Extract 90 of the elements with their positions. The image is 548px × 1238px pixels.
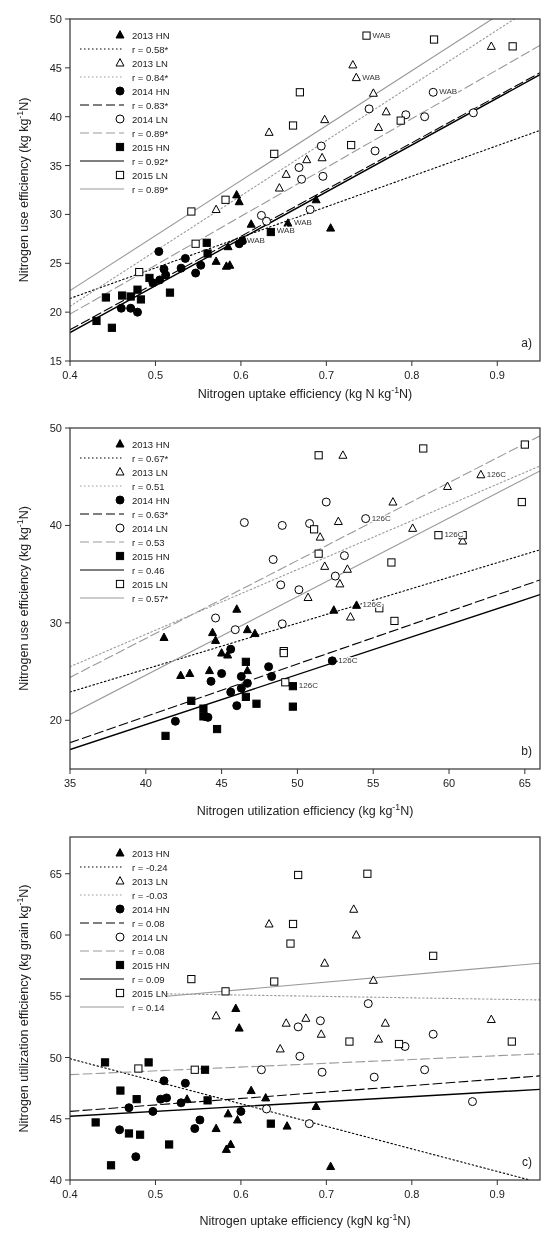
legend-label: 2015 LN bbox=[132, 987, 169, 999]
y-tick-label: 50 bbox=[49, 1051, 62, 1064]
y-tick-label: 60 bbox=[49, 929, 62, 941]
legend-label: 2015 LN bbox=[132, 169, 169, 181]
legend-label: r = 0.57* bbox=[132, 592, 169, 604]
legend-label: r = 0.51 bbox=[132, 480, 165, 492]
legend-label: 2013 LN bbox=[132, 466, 169, 478]
legend-label: 2014 HN bbox=[132, 903, 170, 915]
legend-label: 2013 LN bbox=[132, 875, 169, 887]
annotation: 126C bbox=[371, 513, 391, 523]
x-axis-title: Nitrogen uptake efficiency (kg N kg$^{-1}$N) bbox=[197, 385, 413, 401]
y-tick-label: 45 bbox=[49, 61, 62, 74]
y-tick-label: 20 bbox=[49, 306, 62, 319]
annotation: 126C bbox=[338, 655, 358, 665]
y-tick-label: 65 bbox=[49, 867, 62, 880]
legend-label: r = 0.84* bbox=[132, 71, 169, 83]
legend-label: 2015 HN bbox=[132, 550, 170, 562]
x-tick-label: 0.7 bbox=[318, 369, 335, 381]
x-tick-label: 45 bbox=[215, 777, 228, 789]
y-tick-label: 40 bbox=[49, 110, 62, 123]
x-tick-label: 0.5 bbox=[147, 369, 164, 381]
legend-label: 2013 HN bbox=[132, 438, 170, 450]
x-tick-label: 0.5 bbox=[147, 1188, 164, 1200]
x-tick-label: 0.8 bbox=[404, 369, 420, 381]
x-tick-label: 0.8 bbox=[404, 1188, 420, 1200]
x-tick-label: 0.6 bbox=[233, 369, 249, 381]
x-tick-label: 60 bbox=[442, 777, 456, 789]
annotation: WAB bbox=[246, 235, 265, 245]
x-tick-label: 40 bbox=[139, 777, 152, 789]
legend-label: r = 0.89* bbox=[132, 127, 169, 139]
x-tick-label: 35 bbox=[63, 777, 77, 789]
legend-label: r = 0.83* bbox=[132, 99, 169, 111]
annotation: 126C bbox=[486, 469, 507, 479]
legend-label: r = -0.24 bbox=[132, 861, 168, 873]
legend-label: r = 0.46 bbox=[132, 564, 165, 576]
y-tick-label: 25 bbox=[49, 257, 62, 270]
legend-label: 2015 HN bbox=[132, 959, 170, 971]
legend-label: r = 0.63* bbox=[132, 508, 169, 520]
annotation: 126C bbox=[298, 681, 319, 691]
legend-label: 2014 LN bbox=[132, 931, 169, 943]
x-axis-title: Nitrogen uptake efficiency (kgN kg$^{-1}$N) bbox=[199, 1212, 411, 1228]
y-tick-label: 50 bbox=[49, 13, 62, 25]
legend-label: r = 0.09 bbox=[132, 973, 165, 985]
legend-label: 2015 LN bbox=[132, 578, 169, 590]
legend-label: r = 0.08 bbox=[132, 945, 165, 957]
legend-label: 2013 HN bbox=[132, 29, 170, 41]
x-tick-label: 65 bbox=[518, 777, 531, 789]
y-tick-label: 40 bbox=[49, 519, 62, 532]
y-tick-label: 35 bbox=[49, 159, 62, 172]
legend-label: 2014 HN bbox=[132, 494, 170, 506]
annotation: WAB bbox=[372, 30, 391, 40]
x-tick-label: 0.9 bbox=[489, 1188, 505, 1200]
y-tick-label: 45 bbox=[49, 1112, 62, 1125]
y-tick-label: 15 bbox=[49, 355, 62, 367]
x-tick-label: 0.6 bbox=[233, 1188, 249, 1200]
legend-label: r = 0.67* bbox=[132, 452, 169, 464]
annotation: c) bbox=[522, 1155, 532, 1169]
legend-label: r = 0.53 bbox=[132, 536, 165, 548]
annotation: WAB bbox=[362, 72, 381, 82]
annotation: WAB bbox=[439, 87, 458, 97]
legend-label: r = 0.92* bbox=[132, 155, 169, 167]
x-tick-label: 0.7 bbox=[318, 1188, 335, 1200]
legend-label: 2014 LN bbox=[132, 522, 169, 534]
annotation: b) bbox=[521, 744, 532, 758]
annotation: a) bbox=[521, 336, 532, 350]
x-tick-label: 0.4 bbox=[62, 369, 78, 381]
legend-label: 2013 LN bbox=[132, 57, 169, 69]
legend-label: 2014 LN bbox=[132, 113, 169, 125]
annotation: WAB bbox=[293, 218, 312, 228]
y-tick-label: 55 bbox=[49, 990, 62, 1003]
y-tick-label: 30 bbox=[49, 208, 62, 221]
legend-label: 2014 HN bbox=[132, 85, 170, 97]
y-tick-label: 30 bbox=[49, 616, 62, 629]
legend-label: r = 0.89* bbox=[132, 183, 169, 195]
x-axis-title: Nitrogen utilization efficiency (kg kg$^{-1}$N) bbox=[196, 802, 414, 818]
legend-label: r = 0.08 bbox=[132, 917, 165, 929]
legend-label: r = 0.14 bbox=[132, 1001, 165, 1013]
legend-label: 2015 HN bbox=[132, 141, 170, 153]
y-tick-label: 50 bbox=[49, 422, 62, 434]
legend-label: 2013 HN bbox=[132, 847, 170, 859]
x-tick-label: 55 bbox=[367, 777, 380, 789]
x-tick-label: 0.4 bbox=[62, 1188, 78, 1200]
legend-label: r = -0.03 bbox=[132, 889, 168, 901]
legend-label: r = 0.58* bbox=[132, 43, 169, 55]
x-tick-label: 50 bbox=[291, 777, 304, 789]
y-tick-label: 20 bbox=[49, 714, 62, 727]
annotation: 126C bbox=[362, 600, 382, 610]
y-tick-label: 40 bbox=[49, 1174, 62, 1186]
x-tick-label: 0.9 bbox=[489, 369, 505, 381]
annotation: WAB bbox=[276, 226, 295, 236]
